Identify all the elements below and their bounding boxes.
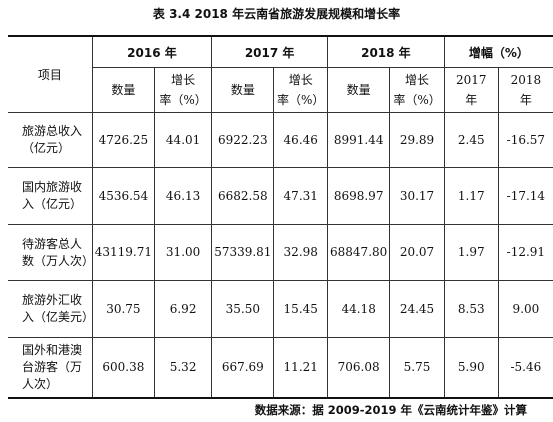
cell: -12.91 xyxy=(497,224,553,281)
cell: 9.00 xyxy=(497,280,553,338)
cell: 4536.54 xyxy=(91,167,156,225)
subheader: 2017 年 xyxy=(443,67,499,113)
subheader: 增长率（%） xyxy=(389,67,445,113)
cell: 29.89 xyxy=(389,112,445,168)
row-label-line: 旅游外汇收 xyxy=(22,293,83,307)
subheader-line: 数量 xyxy=(111,83,136,97)
subheader-line: 率（%） xyxy=(159,93,207,107)
cell: 1.97 xyxy=(443,224,499,281)
cell: 1.17 xyxy=(443,167,499,225)
cell: 6.92 xyxy=(154,280,213,338)
row-label-line: 台游客（万 xyxy=(22,359,83,374)
subheader-line: 增长 xyxy=(288,73,313,87)
subheader-line: 增长 xyxy=(405,73,430,87)
cell: 5.32 xyxy=(154,337,213,399)
cell: -5.46 xyxy=(497,337,553,399)
cell: 706.08 xyxy=(327,337,391,399)
group-header: 2016 年 xyxy=(91,35,213,68)
row-label-line: 旅游总收入 xyxy=(22,124,83,138)
subheader-line: 2018 xyxy=(510,73,542,87)
row-label-line: （亿元） xyxy=(22,141,71,155)
row-label: 旅游总收入 （亿元） xyxy=(8,112,93,168)
subheader-line: 率（%） xyxy=(277,93,325,107)
row-label-line: 待游客总人 xyxy=(22,236,83,251)
row-label-line: 人次） xyxy=(22,376,59,391)
row-label: 待游客总人数（万人次） xyxy=(8,224,95,281)
cell: 47.31 xyxy=(273,167,329,225)
cell: 32.98 xyxy=(273,224,329,281)
subheader-line: 年 xyxy=(519,93,532,107)
subheader: 数量 xyxy=(92,67,156,113)
data-row: 国内旅游收 入（亿元） 4536.54 46.13 6682.58 47.31 8698.9… xyxy=(8,167,553,225)
subheader: 2018 年 xyxy=(497,67,553,113)
cell: 5.75 xyxy=(389,337,445,399)
cell: 43119.71 xyxy=(91,224,156,281)
source-note: 数据来源：据 2009-2019 年《云南统计年鉴》计算 xyxy=(254,403,527,417)
subheader-line: 率（%） xyxy=(393,93,441,107)
cell: 57339.81 xyxy=(211,224,275,281)
cell: 600.38 xyxy=(91,337,156,399)
data-row: 待游客总人数（万人次） 43119.71 31.00 57339.81 32.98 688… xyxy=(8,224,553,281)
subheader-row: 数量 增长率（%） 数量 增长率（%） 数量 增长率（%） 2017 年 2018 年 xyxy=(8,67,553,113)
data-table: 项目 2016 年 2017 年 2018 年增幅（%） 数量 增长 率（%） 数量 增长 率（%… xyxy=(8,35,553,399)
cell: 11.21 xyxy=(273,337,329,399)
subheader: 增长率（%） xyxy=(273,67,329,113)
cell: 2.45 xyxy=(443,112,499,168)
cell: 24.45 xyxy=(389,280,445,338)
row-label: 国外和港澳台游客（万人次） xyxy=(8,337,93,399)
row-label-line: 国外和港澳 xyxy=(22,342,83,357)
row-label-line: 数（万人次） xyxy=(22,253,95,268)
subheader-line: 年 xyxy=(465,93,478,107)
row-label: 国内旅游收入（亿元） xyxy=(8,167,93,225)
subheader-line: 数量 xyxy=(346,83,371,97)
data-row: 旅游总收入 （亿元） 4726.25 44.01 6922.23 46.46 8991.44… xyxy=(8,112,553,168)
cell: 667.69 xyxy=(211,337,275,399)
subheader-line: 2017 xyxy=(455,73,487,87)
group-header: 2017 年 xyxy=(211,35,329,68)
cell: 4726.25 xyxy=(91,112,156,168)
cell: 30.17 xyxy=(389,167,445,225)
cell: 5.90 xyxy=(443,337,499,399)
cell: 35.50 xyxy=(211,280,275,338)
subheader: 数量 xyxy=(211,67,275,113)
cell: 46.13 xyxy=(154,167,213,225)
subheader: 增长率（%） xyxy=(154,67,213,113)
cell: 8.53 xyxy=(443,280,499,338)
row-label-line: 国内旅游收 xyxy=(22,180,83,194)
cell: 68847.80 xyxy=(327,224,391,281)
subheader-line: 增长 xyxy=(171,73,196,87)
row-label: 旅游外汇收入（亿美元） xyxy=(8,280,95,338)
cell: 15.45 xyxy=(273,280,329,338)
row-label-line: 入（亿美元） xyxy=(22,310,95,324)
cell: 44.01 xyxy=(154,112,213,168)
group-header: 2018 年 xyxy=(327,35,445,68)
cell: 6922.23 xyxy=(211,112,275,168)
cell: 46.46 xyxy=(273,112,329,168)
subheader-line: 数量 xyxy=(230,83,255,97)
cell: 8698.97 xyxy=(327,167,391,225)
cell: 6682.58 xyxy=(211,167,275,225)
row-label-line: 入（亿元） xyxy=(22,197,83,211)
item-header: 项目 xyxy=(8,35,93,113)
data-row: 国外和港澳 台游客（万 人次） 600.38 5.32 667.69 11.21 706.08… xyxy=(8,337,553,399)
header-row: 项目 2016 年 2017 年 2018 年增幅（%） xyxy=(8,35,553,113)
data-row: 旅游外汇收入（亿美元） 30.75 6.92 35.50 15.45 44.18 24.45… xyxy=(8,280,553,338)
cell: 30.75 xyxy=(91,280,156,338)
cell: 20.07 xyxy=(389,224,445,281)
cell: -16.57 xyxy=(497,112,553,168)
cell: 8991.44 xyxy=(327,112,391,168)
cell: 44.18 xyxy=(327,280,391,338)
cell: -17.14 xyxy=(497,167,553,225)
table-title: 表 3.4 2018 年云南省旅游发展规模和增长率 xyxy=(152,7,401,21)
cell: 31.00 xyxy=(154,224,213,281)
group-header: 增幅（%） xyxy=(443,35,553,68)
subheader: 数量 xyxy=(327,67,391,113)
